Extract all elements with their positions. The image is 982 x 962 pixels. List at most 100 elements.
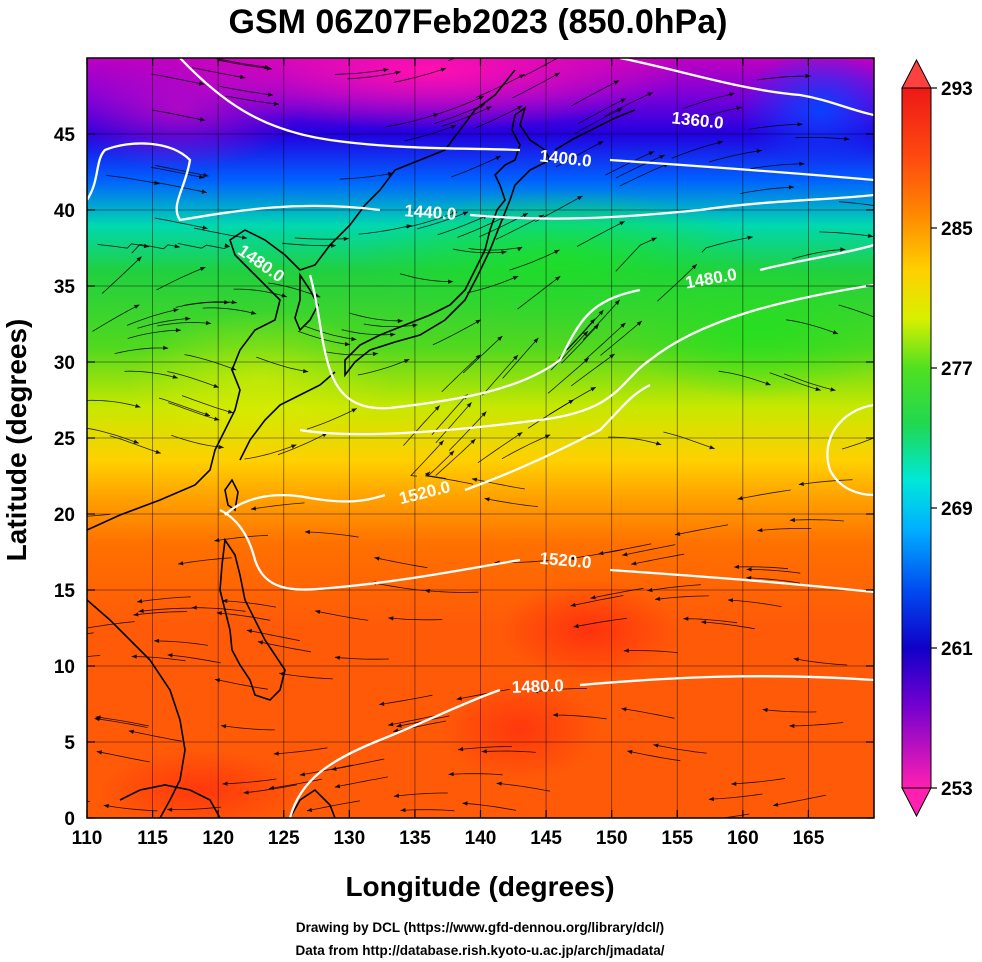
streamline-arrowhead [273, 101, 279, 106]
streamline-arrowhead [655, 596, 661, 601]
streamline [315, 610, 369, 621]
streamline [727, 599, 782, 607]
streamline-arrowhead [128, 729, 134, 734]
streamline [403, 405, 440, 446]
streamline [87, 513, 111, 517]
streamline [128, 730, 182, 742]
warm-region-b [440, 680, 600, 780]
streamline-arrowhead [773, 802, 779, 807]
streamline-arrowhead [131, 654, 137, 659]
streamline-arrowhead [133, 612, 139, 617]
streamline-arrowhead [388, 616, 394, 621]
streamline [273, 747, 328, 755]
streamline-arrowhead [462, 801, 468, 806]
streamline-arrowhead [334, 655, 341, 660]
streamline-arrowhead [224, 300, 230, 305]
streamline [177, 243, 230, 250]
streamline-arrowhead [351, 336, 357, 342]
streamline-arrowhead [538, 214, 545, 220]
streamline-arrowhead [757, 528, 763, 533]
streamline [87, 621, 135, 629]
streamline-arrowhead [224, 243, 230, 248]
streamline [550, 330, 589, 371]
streamline-arrowhead [887, 430, 892, 434]
streamline-arrowhead [481, 749, 487, 754]
streamline-arrowhead [788, 185, 794, 190]
streamline-arrowhead [331, 243, 336, 248]
coastline-new-guinea [289, 788, 336, 818]
coastline-indochina [87, 599, 186, 818]
y-axis-ticks: 0 5 10 15 20 25 30 35 40 45 [54, 125, 874, 830]
streamline [131, 243, 180, 254]
streamline [792, 249, 846, 260]
streamline-arrowhead [456, 696, 462, 701]
streamline [95, 716, 149, 727]
coastline-japan [344, 106, 552, 378]
streamline [94, 718, 148, 728]
streamline-arrowhead [867, 233, 874, 238]
streamline-arrowhead [797, 122, 803, 127]
streamline-arrowhead [273, 751, 279, 756]
streamline [477, 431, 523, 464]
streamline [619, 163, 669, 187]
streamline-arrowhead [214, 416, 220, 421]
streamline-arrowhead [708, 796, 714, 802]
streamline-arrowhead [798, 481, 804, 486]
streamline [127, 329, 181, 339]
streamline-arrowhead [522, 213, 528, 218]
streamline [517, 275, 561, 310]
streamline-arrowhead [155, 449, 161, 454]
streamline [462, 335, 503, 374]
streamline [435, 402, 472, 444]
streamline [131, 656, 186, 662]
y-tick-label: 15 [54, 581, 76, 602]
streamline [481, 354, 519, 396]
y-tick-label: 40 [54, 201, 75, 222]
streamline [585, 322, 626, 360]
streamline-arrowhead [448, 771, 454, 777]
streamline [434, 103, 485, 124]
streamline-arrowhead [201, 189, 207, 194]
streamline-arrowhead [486, 106, 492, 111]
streamline [225, 95, 280, 105]
streamline [622, 544, 676, 556]
streamline [608, 436, 662, 446]
streamline [250, 502, 305, 510]
streamline-arrowhead [403, 359, 410, 364]
streamline-arrowhead [840, 247, 846, 252]
streamline [87, 632, 94, 635]
streamline [294, 237, 349, 240]
streamline [157, 322, 212, 327]
streamline-arrowhead [648, 151, 655, 156]
contour-1480-south-a [288, 688, 501, 818]
streamline-arrowhead [620, 98, 626, 103]
streamline-arrowhead [566, 51, 571, 55]
streamline-arrowhead [199, 81, 205, 86]
streamline [456, 689, 510, 700]
streamline [566, 309, 604, 351]
x-tick-label: 160 [727, 828, 759, 849]
streamline-arrowhead [729, 92, 735, 97]
streamline [502, 337, 539, 379]
streamline-arrowhead [727, 598, 733, 603]
streamline-arrowhead [805, 73, 811, 79]
streamline-arrowhead [213, 383, 219, 388]
streamline-arrowhead [496, 781, 502, 786]
streamline [124, 370, 179, 379]
streamline [156, 266, 206, 291]
plot-area: 1360.0 1400.0 1440.0 1480.0 1480.0 1520.… [87, 51, 892, 818]
streamline [473, 105, 523, 130]
contour-1360 [619, 58, 874, 117]
streamline-arrowhead [451, 211, 458, 216]
streamline-arrowhead [497, 336, 503, 341]
streamline [334, 776, 388, 788]
streamline [133, 611, 188, 616]
x-tick-label: 155 [661, 828, 693, 849]
streamline [256, 356, 309, 373]
streamline-arrowhead [395, 70, 401, 75]
x-tick-label: 165 [793, 828, 825, 849]
streamline-arrowhead [438, 440, 444, 446]
y-tick-label: 10 [54, 657, 75, 678]
streamline [451, 155, 502, 178]
streamline-arrowhead [267, 92, 273, 97]
